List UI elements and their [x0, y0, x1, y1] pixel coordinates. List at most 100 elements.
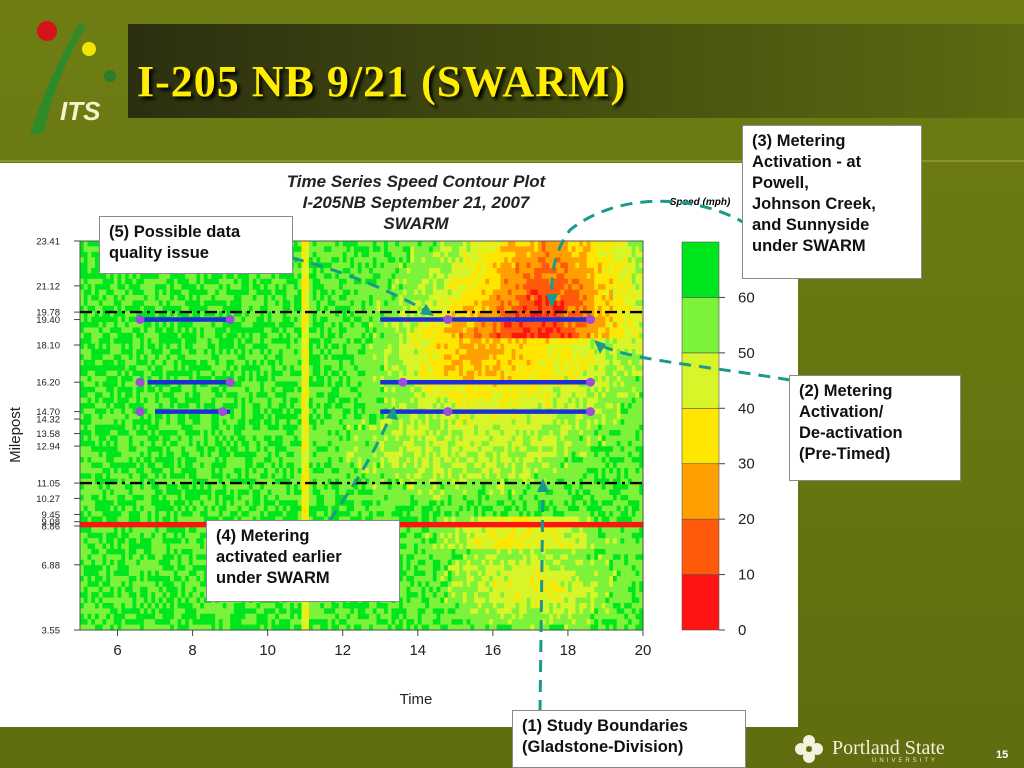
heatmap-cell	[155, 359, 160, 366]
heatmap-cell	[342, 343, 348, 350]
heatmap-cell	[462, 305, 468, 312]
heatmap-cell	[384, 376, 389, 383]
heatmap-cell	[106, 338, 111, 345]
heatmap-cell	[125, 349, 130, 356]
heatmap-cell	[624, 359, 629, 366]
heatmap-cell	[579, 386, 584, 393]
heatmap-cell	[455, 322, 460, 329]
heatmap-cell	[507, 305, 513, 312]
heatmap-cell	[612, 305, 618, 312]
heatmap-cell	[91, 419, 96, 426]
heatmap-cell	[177, 376, 182, 383]
heatmap-cell	[308, 295, 314, 302]
heatmap-cell	[95, 273, 100, 280]
heatmap-cell	[102, 316, 107, 323]
heatmap-cell	[312, 413, 318, 420]
heatmap-cell	[496, 262, 501, 269]
heatmap-cell	[350, 408, 355, 415]
heatmap-cell	[474, 251, 479, 258]
heatmap-cell	[564, 359, 569, 366]
heatmap-cell	[627, 273, 633, 280]
heatmap-cell	[95, 295, 100, 302]
heatmap-cell	[474, 338, 479, 345]
heatmap-cell	[549, 284, 554, 291]
heatmap-cell	[98, 359, 104, 366]
heatmap-cell	[166, 397, 171, 404]
heatmap-cell	[571, 386, 577, 393]
heatmap-cell	[121, 311, 126, 318]
heatmap-cell	[316, 327, 321, 334]
heatmap-cell	[203, 359, 209, 366]
heatmap-cell	[252, 365, 257, 372]
heatmap-cell	[402, 370, 408, 377]
heatmap-cell	[290, 316, 295, 323]
heatmap-cell	[459, 354, 464, 361]
heatmap-cell	[353, 311, 359, 318]
heatmap-cell	[500, 413, 505, 420]
heatmap-cell	[140, 289, 145, 296]
heatmap-cell	[136, 413, 141, 420]
heatmap-cell	[549, 311, 554, 318]
heatmap-cell	[477, 392, 483, 399]
heatmap-cell	[414, 241, 419, 247]
heatmap-cell	[429, 257, 434, 264]
heatmap-cell	[275, 349, 280, 356]
heatmap-cell	[335, 343, 340, 350]
heatmap-cell	[316, 332, 321, 339]
heatmap-cell	[444, 257, 449, 264]
heatmap-cell	[455, 284, 460, 291]
heatmap-cell	[143, 359, 149, 366]
heatmap-cell	[263, 386, 269, 393]
heatmap-cell	[312, 386, 318, 393]
heatmap-cell	[575, 268, 580, 275]
heatmap-cell	[432, 413, 438, 420]
heatmap-cell	[624, 332, 629, 339]
heatmap-cell	[575, 246, 580, 253]
heatmap-cell	[444, 354, 449, 361]
heatmap-cell	[286, 284, 291, 291]
heatmap-cell	[425, 386, 430, 393]
heatmap-cell	[323, 311, 329, 318]
heatmap-cell	[567, 392, 573, 399]
heatmap-cell	[627, 322, 633, 329]
heatmap-cell	[635, 343, 640, 350]
heatmap-cell	[331, 392, 336, 399]
heatmap-cell	[361, 349, 366, 356]
heatmap-cell	[181, 343, 186, 350]
heatmap-cell	[455, 332, 460, 339]
heatmap-cell	[399, 241, 404, 247]
heatmap-cell	[188, 397, 194, 404]
heatmap-cell	[571, 295, 577, 302]
heatmap-cell	[459, 278, 464, 285]
heatmap-cell	[327, 413, 333, 420]
heatmap-cell	[241, 338, 246, 345]
heatmap-cell	[451, 359, 456, 366]
heatmap-cell	[515, 327, 520, 334]
heatmap-cell	[331, 332, 336, 339]
heatmap-cell	[350, 257, 355, 264]
heatmap-cell	[91, 338, 96, 345]
heatmap-cell	[597, 349, 603, 356]
heatmap-cell	[327, 354, 333, 361]
heatmap-cell	[263, 311, 269, 318]
heatmap-cell	[620, 370, 625, 377]
heatmap-cell	[402, 354, 408, 361]
heatmap-cell	[110, 284, 115, 291]
heatmap-cell	[312, 354, 318, 361]
heatmap-cell	[132, 305, 137, 312]
heatmap-cell	[151, 419, 156, 426]
heatmap-cell	[301, 343, 306, 350]
heatmap-cell	[245, 295, 250, 302]
heatmap-cell	[230, 273, 235, 280]
heatmap-cell	[410, 327, 415, 334]
heatmap-cell	[136, 284, 141, 291]
heatmap-cell	[211, 354, 216, 361]
heatmap-cell	[620, 257, 625, 264]
heatmap-cell	[297, 273, 303, 280]
heatmap-cell	[282, 403, 288, 410]
heatmap-cell	[564, 376, 569, 383]
heatmap-cell	[429, 349, 434, 356]
heatmap-cell	[312, 332, 318, 339]
heatmap-cell	[125, 322, 130, 329]
heatmap-cell	[218, 397, 224, 404]
